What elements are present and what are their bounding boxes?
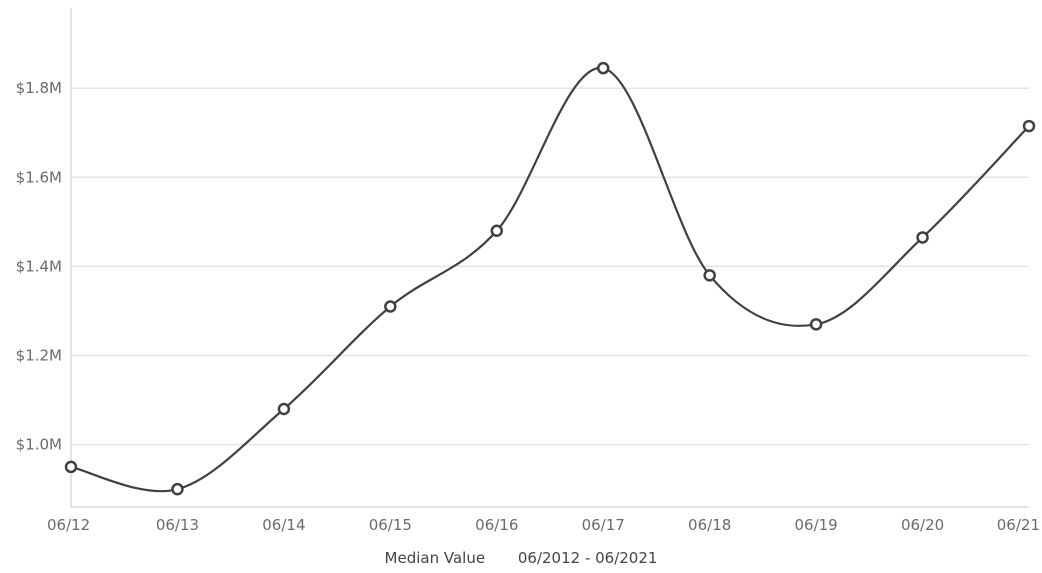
data-point xyxy=(277,402,291,416)
data-point xyxy=(171,482,184,496)
y-tick-label: $1.6M xyxy=(16,168,62,186)
data-point xyxy=(809,318,823,331)
y-tick-label: $1.0M xyxy=(16,436,62,454)
x-tick-label: 06/15 xyxy=(369,516,412,534)
data-point xyxy=(1022,119,1036,133)
x-tick-label: 06/13 xyxy=(156,516,199,534)
x-axis-ticks: 06/12 06/13 06/14 06/15 06/16 06/17 06/18 06/19… xyxy=(47,516,1040,534)
data-point xyxy=(916,231,929,244)
x-tick-label: 06/17 xyxy=(582,516,625,534)
x-tick-label: 06/14 xyxy=(262,516,305,534)
y-tick-label: $1.8M xyxy=(16,79,62,97)
x-tick-label: 06/21 xyxy=(997,516,1040,534)
x-tick-label: 06/16 xyxy=(475,516,518,534)
y-axis-ticks: $1.0M $1.2M $1.4M $1.6M $1.8M xyxy=(16,79,62,453)
data-point xyxy=(490,224,504,238)
x-tick-label: 06/20 xyxy=(901,516,944,534)
data-points xyxy=(64,61,1036,496)
chart-caption: Median Value 06/2012 - 06/2021 xyxy=(0,549,1042,567)
data-point xyxy=(596,61,610,75)
date-range-label: 06/2012 - 06/2021 xyxy=(517,549,658,567)
data-point xyxy=(703,269,716,282)
series-label: Median Value xyxy=(384,549,486,567)
x-tick-label: 06/12 xyxy=(47,516,90,534)
median-value-line xyxy=(70,67,1030,493)
y-tick-label: $1.4M xyxy=(16,257,62,275)
gridlines xyxy=(70,8,1029,508)
data-point xyxy=(384,300,397,313)
x-tick-label: 06/18 xyxy=(688,516,731,534)
y-tick-label: $1.2M xyxy=(16,347,62,365)
data-point xyxy=(64,460,78,474)
x-tick-label: 06/19 xyxy=(794,516,837,534)
